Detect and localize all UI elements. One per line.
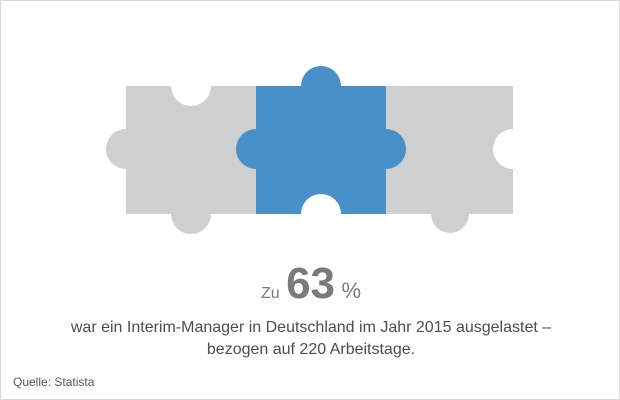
stat-value: 63 (286, 259, 336, 308)
puzzle-piece-right (386, 86, 513, 233)
description: war ein Interim-Manager in Deutschland i… (1, 317, 620, 361)
stat-prefix: Zu (260, 285, 280, 302)
puzzle-graphic (106, 66, 513, 234)
puzzle-piece-center (236, 66, 406, 214)
puzzle-piece-left (106, 86, 256, 234)
stat-unit: % (341, 278, 362, 303)
description-line-2: bezogen auf 220 Arbeitstage. (206, 341, 416, 358)
description-line-1: war ein Interim-Manager in Deutschland i… (70, 319, 552, 336)
source-note: Quelle: Statista (13, 375, 95, 389)
stat-line: Zu 63 % (1, 259, 620, 309)
